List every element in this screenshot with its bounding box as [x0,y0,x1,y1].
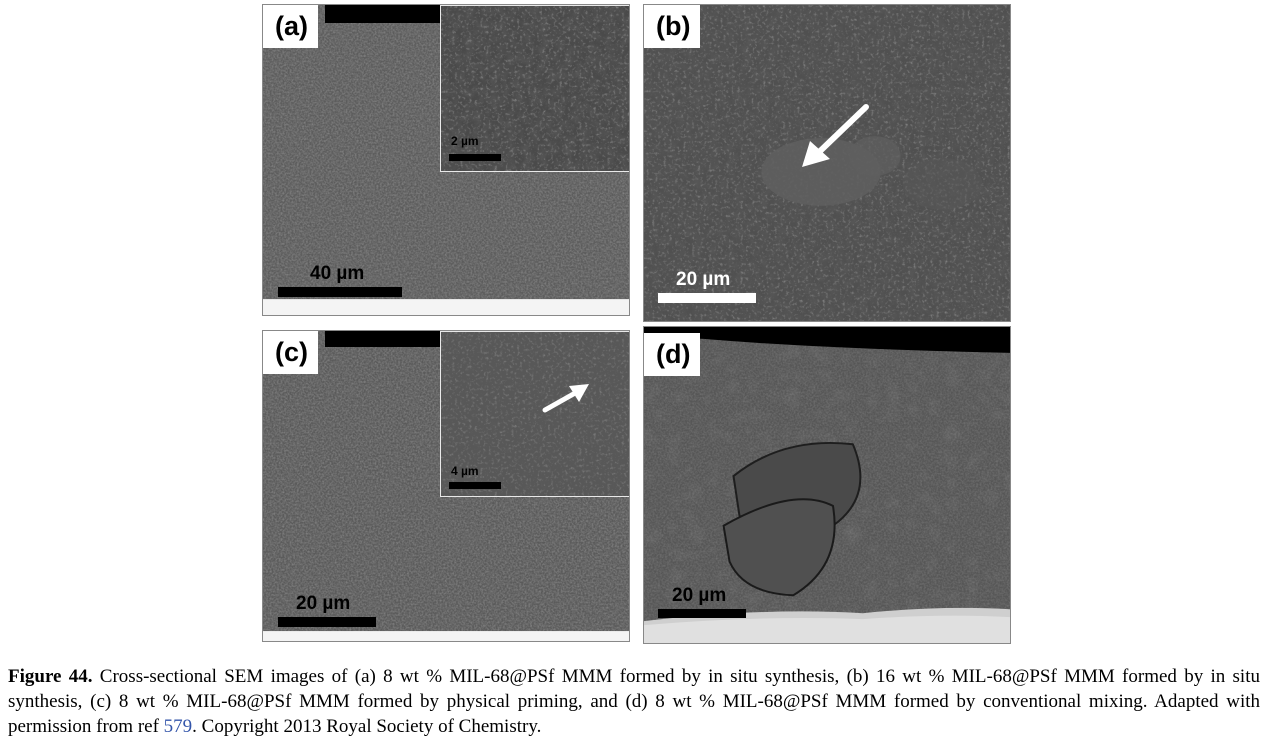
inset-c: 4 µm [440,331,629,497]
inset-image-a [441,6,629,171]
scale-bar-d [658,609,746,618]
figure-caption: Figure 44. Cross-sectional SEM images of… [8,664,1260,739]
scale-label-b: 20 µm [676,269,731,290]
panel-label-a: (a) [263,5,318,48]
scale-bar-b [658,293,756,303]
sem-figure: (a) 2 µm 40 µm (b) [262,4,1011,644]
reference-link[interactable]: 579 [163,716,193,737]
inset-scale-label-c: 4 µm [451,464,479,478]
copyright-text: . Copyright 2013 Royal Society of Chemis… [192,716,542,737]
panel-label-b: (b) [644,5,701,48]
sem-panel-b: (b) 20 µm [643,4,1011,322]
inset-scale-bar-c [449,482,501,489]
sem-panel-c: (c) 4 µm 20 µm [262,330,630,642]
sem-image-b [644,5,1010,321]
scale-label-d: 20 µm [672,585,727,606]
inset-scale-bar-a [449,154,501,161]
scale-label-a: 40 µm [310,263,365,284]
inset-image-c [441,332,629,496]
arrow-icon [802,104,869,167]
scale-bar-c [278,617,376,627]
membrane-top-edge [325,331,441,347]
scale-label-c: 20 µm [296,593,351,614]
membrane-top-edge [325,5,441,23]
scale-bar-a [278,287,402,297]
inset-arrow-icon [542,384,589,413]
caption-text: Cross-sectional SEM images of (a) 8 wt %… [8,666,1260,737]
inset-a: 2 µm [440,5,629,172]
sem-panel-a: (a) 2 µm 40 µm [262,4,630,316]
sem-panel-d: (d) 20 µm [643,326,1011,644]
inset-scale-label-a: 2 µm [451,134,479,148]
panel-label-d: (d) [644,333,701,376]
figure-label: Figure 44. [8,666,93,687]
sem-image-d [644,327,1010,643]
panel-label-c: (c) [263,331,318,374]
